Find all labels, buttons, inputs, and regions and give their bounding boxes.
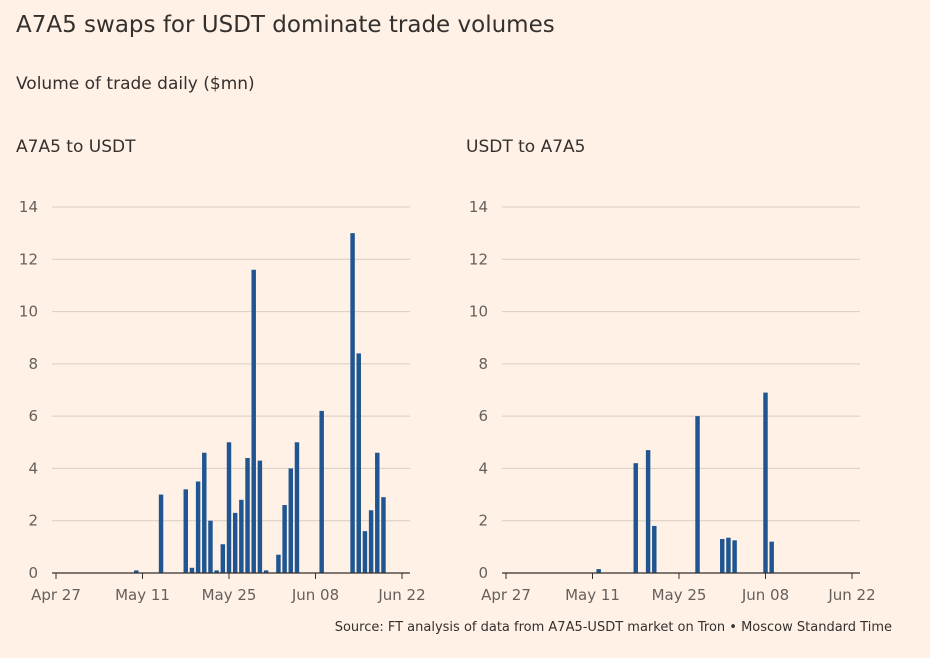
bar <box>769 541 774 573</box>
y-tick-label: 4 <box>478 459 488 477</box>
bar <box>183 489 188 573</box>
bar <box>356 353 361 573</box>
x-tick-label: May 11 <box>115 586 170 604</box>
bar <box>134 570 139 573</box>
bar <box>288 468 294 573</box>
bar <box>732 540 737 573</box>
y-tick-label: 10 <box>469 303 488 321</box>
source-note: Source: FT analysis of data from A7A5-US… <box>334 620 892 635</box>
bar <box>189 567 195 573</box>
bar <box>633 463 638 573</box>
bar <box>381 497 386 573</box>
bar <box>645 450 651 573</box>
bar <box>294 442 300 573</box>
bar <box>158 494 164 573</box>
x-tick-label: Jun 22 <box>377 586 425 604</box>
y-tick-label: 12 <box>469 250 488 268</box>
bar <box>239 499 244 573</box>
bar <box>208 520 213 573</box>
bar <box>350 233 355 573</box>
x-tick-label: Jun 08 <box>741 586 789 604</box>
bar <box>375 452 380 573</box>
x-tick-label: May 11 <box>565 586 620 604</box>
y-tick-label: 12 <box>19 250 38 268</box>
x-tick-label: Jun 08 <box>291 586 339 604</box>
y-tick-label: 8 <box>478 355 488 373</box>
y-tick-label: 0 <box>28 564 38 582</box>
chart-title: A7A5 swaps for USDT dominate trade volum… <box>16 12 555 38</box>
bar <box>368 510 374 573</box>
bar <box>251 269 256 573</box>
panel-title-usdt-to-a7a5: USDT to A7A5 <box>466 137 586 157</box>
x-tick-label: May 25 <box>202 586 257 604</box>
y-tick-label: 10 <box>19 303 38 321</box>
x-tick-label: May 25 <box>652 586 707 604</box>
y-tick-label: 14 <box>469 198 488 216</box>
bar <box>362 531 368 573</box>
y-tick-label: 14 <box>19 198 38 216</box>
y-tick-label: 2 <box>28 512 38 530</box>
bar <box>226 442 232 573</box>
bar <box>214 570 219 573</box>
bar <box>245 457 250 573</box>
y-tick-label: 0 <box>478 564 488 582</box>
bar <box>319 410 324 573</box>
bar <box>282 505 287 573</box>
bar <box>202 452 207 573</box>
bar <box>695 416 700 573</box>
y-tick-label: 8 <box>28 355 38 373</box>
chart-panel-a7a5-to-usdt: 0 2 4 6 8 10 12 14 Apr 27 May 11 May 25 Jun 08 Jun 2… <box>19 198 426 604</box>
bar <box>276 554 281 573</box>
x-tick-label: Apr 27 <box>31 586 81 604</box>
chart-panel-usdt-to-a7a5: 0 2 4 6 8 10 12 14 Apr 27 May 11 May 25 Jun 08 Jun 2… <box>469 198 876 604</box>
bar <box>220 544 226 573</box>
bar <box>257 460 263 573</box>
panel-title-a7a5-to-usdt: A7A5 to USDT <box>16 137 136 157</box>
bar <box>720 539 725 573</box>
y-tick-label: 6 <box>478 407 488 425</box>
x-tick-label: Apr 27 <box>481 586 531 604</box>
x-tick-label: Jun 22 <box>827 586 875 604</box>
y-tick-label: 2 <box>478 512 488 530</box>
bar <box>232 512 238 573</box>
bar <box>263 570 269 573</box>
bar <box>596 569 601 573</box>
chart-subtitle: Volume of trade daily ($mn) <box>16 74 255 94</box>
y-tick-label: 4 <box>28 459 38 477</box>
bar <box>726 537 731 573</box>
bar <box>195 481 201 573</box>
bar <box>763 392 768 573</box>
bar <box>652 525 657 573</box>
y-tick-label: 6 <box>28 407 38 425</box>
